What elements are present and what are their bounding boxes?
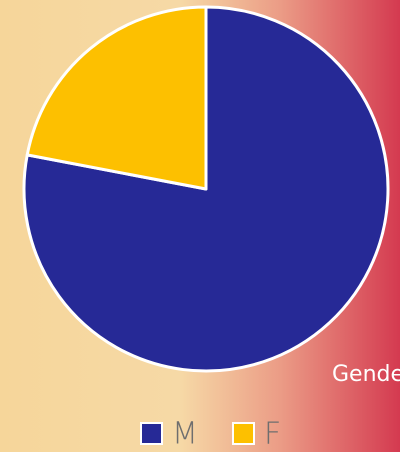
chart-title: Gender	[332, 362, 400, 387]
legend-label: F	[264, 417, 281, 452]
pie-slice	[25, 5, 208, 191]
legend-swatch	[140, 422, 163, 445]
legend-swatch	[232, 422, 255, 445]
legend-label: M	[172, 417, 198, 452]
pie	[22, 5, 390, 373]
pie-slice	[22, 5, 390, 373]
